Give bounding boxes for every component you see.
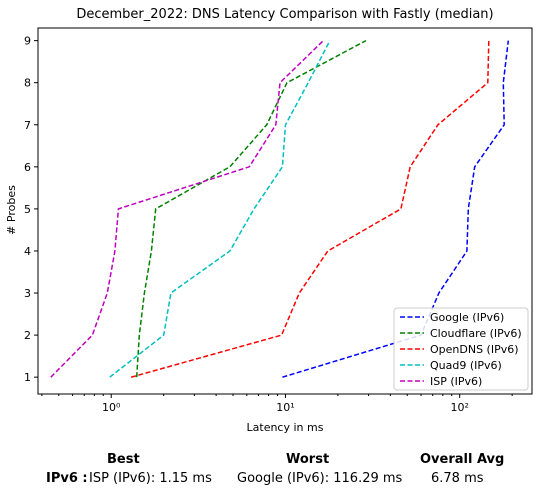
legend-entry: Quad9 (IPv6) (430, 359, 502, 372)
x-tick-label: 10¹ (276, 401, 294, 414)
series-line (109, 40, 331, 378)
series-line (50, 40, 324, 378)
summary-worst-header: Worst (286, 452, 330, 467)
y-tick-label: 3 (24, 287, 31, 300)
series-line (135, 39, 367, 378)
y-tick-label: 8 (24, 77, 31, 90)
summary-overall-value: 6.78 ms (431, 471, 484, 486)
series-line (130, 40, 490, 378)
y-axis-label: # Probes (5, 185, 18, 235)
summary-best-value: ISP (IPv6): 1.15 ms (89, 471, 212, 486)
x-axis-label: Latency in ms (247, 421, 324, 434)
summary-overall-header: Overall Avg (420, 452, 505, 467)
y-tick-label: 4 (24, 245, 31, 258)
x-tick-label: 10⁰ (102, 401, 121, 414)
summary-row-label: IPv6 : (46, 471, 88, 486)
summary-best-header: Best (107, 452, 140, 467)
x-tick-label: 10² (450, 401, 468, 414)
y-tick-label: 7 (24, 119, 31, 132)
legend-entry: ISP (IPv6) (430, 375, 482, 388)
chart-title: December_2022: DNS Latency Comparison wi… (76, 7, 493, 22)
summary-worst-value: Google (IPv6): 116.29 ms (237, 471, 403, 486)
y-tick-label: 5 (24, 203, 31, 216)
y-tick-label: 2 (24, 329, 31, 342)
y-tick-label: 6 (24, 161, 31, 174)
legend-box (393, 307, 529, 391)
y-tick-label: 9 (24, 35, 31, 48)
legend-entry: OpenDNS (IPv6) (430, 343, 519, 356)
legend-entry: Cloudflare (IPv6) (430, 327, 522, 340)
latency-chart: December_2022: DNS Latency Comparison wi… (5, 7, 533, 434)
legend-entry: Google (IPv6) (430, 311, 504, 324)
y-tick-label: 1 (24, 371, 31, 384)
